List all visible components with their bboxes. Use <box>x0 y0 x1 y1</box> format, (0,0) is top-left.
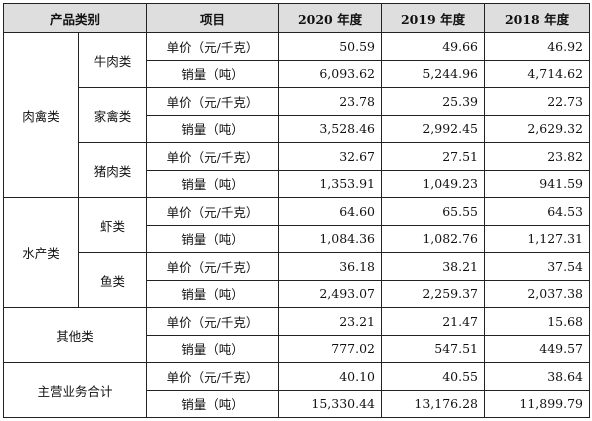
value-cell: 21.47 <box>381 307 486 336</box>
table-row: 销量（吨） 1,353.91 1,049.23 941.59 <box>4 169 591 198</box>
value-cell: 2,037.38 <box>484 279 591 308</box>
value-cell: 13,176.28 <box>381 389 486 418</box>
value-cell: 40.10 <box>278 362 383 391</box>
label-price: 单价（元/千克） <box>146 252 280 281</box>
table-row: 销量（吨） 1,084.36 1,082.76 1,127.31 <box>4 224 591 253</box>
value-cell: 1,082.76 <box>381 224 486 253</box>
label-volume: 销量（吨） <box>146 279 280 308</box>
value-cell: 37.54 <box>484 252 591 281</box>
label-volume: 销量（吨） <box>146 59 280 88</box>
row-shrimp: 虾类 <box>77 197 148 253</box>
table-row: 其他类 单价（元/千克） 23.21 21.47 15.68 <box>2 307 591 363</box>
value-cell: 65.55 <box>381 197 486 226</box>
label-volume: 销量（吨） <box>146 224 280 253</box>
value-cell: 5,244.96 <box>381 59 486 88</box>
table-row: 销量（吨） 2,493.07 2,259.37 2,037.38 <box>4 279 591 308</box>
label-volume: 销量（吨） <box>146 389 280 418</box>
row-total: 主营业务合计 <box>2 362 148 418</box>
value-cell: 32.67 <box>278 142 383 171</box>
group-aquatic: 水产类 <box>3 197 79 308</box>
value-cell: 4,714.62 <box>484 59 591 88</box>
value-cell: 23.82 <box>484 142 591 171</box>
value-cell: 36.18 <box>278 252 383 281</box>
label-volume: 销量（吨） <box>146 334 280 363</box>
label-volume: 销量（吨） <box>146 114 280 143</box>
value-cell: 64.53 <box>484 197 591 226</box>
value-cell: 11,899.79 <box>484 389 591 418</box>
table-row: 鱼类 单价（元/千克） 36.18 38.21 37.54 <box>4 252 591 308</box>
row-beef: 牛肉类 <box>77 32 148 88</box>
value-cell: 22.73 <box>484 87 591 116</box>
table-row: 肉禽类 牛肉类 单价（元/千克） 50.59 49.66 46.92 <box>3 32 591 198</box>
row-pork: 猪肉类 <box>77 142 148 198</box>
value-cell: 2,259.37 <box>381 279 486 308</box>
label-price: 单价（元/千克） <box>146 87 280 116</box>
value-cell: 50.59 <box>278 32 383 61</box>
table-row: 销量（吨） 777.02 547.51 449.57 <box>4 334 591 363</box>
value-cell: 49.66 <box>381 32 486 61</box>
value-cell: 46.92 <box>484 32 591 61</box>
value-cell: 38.21 <box>381 252 486 281</box>
header-category: 产品类别 <box>2 3 148 33</box>
group-meat: 肉禽类 <box>3 32 79 198</box>
table-row: 水产类 虾类 单价（元/千克） 64.60 65.55 64.53 <box>3 197 591 308</box>
value-cell: 2,493.07 <box>278 279 383 308</box>
value-cell: 38.64 <box>484 362 591 391</box>
value-cell: 3,528.46 <box>278 114 383 143</box>
value-cell: 1,127.31 <box>484 224 591 253</box>
value-cell: 27.51 <box>381 142 486 171</box>
value-cell: 15,330.44 <box>278 389 383 418</box>
label-price: 单价（元/千克） <box>146 32 280 61</box>
table-row: 销量（吨） 15,330.44 13,176.28 11,899.79 <box>4 389 591 418</box>
label-price: 单价（元/千克） <box>146 142 280 171</box>
label-price: 单价（元/千克） <box>146 197 280 226</box>
value-cell: 40.55 <box>381 362 486 391</box>
price-volume-table: 产品类别 项目 2020 年度 2019 年度 2018 年度 肉禽类 牛肉类 … <box>2 3 591 418</box>
table-row: 家禽类 单价（元/千克） 23.78 25.39 22.73 <box>4 87 591 143</box>
value-cell: 449.57 <box>484 334 591 363</box>
value-cell: 64.60 <box>278 197 383 226</box>
value-cell: 25.39 <box>381 87 486 116</box>
label-volume: 销量（吨） <box>146 169 280 198</box>
value-cell: 547.51 <box>381 334 486 363</box>
value-cell: 6,093.62 <box>278 59 383 88</box>
row-poultry: 家禽类 <box>77 87 148 143</box>
header-2019: 2019 年度 <box>381 3 486 33</box>
header-2020: 2020 年度 <box>278 3 383 33</box>
label-price: 单价（元/千克） <box>146 307 280 336</box>
value-cell: 23.21 <box>278 307 383 336</box>
value-cell: 2,992.45 <box>381 114 486 143</box>
row-other: 其他类 <box>2 307 148 363</box>
header-row: 产品类别 项目 2020 年度 2019 年度 2018 年度 <box>2 3 591 33</box>
value-cell: 2,629.32 <box>484 114 591 143</box>
value-cell: 1,049.23 <box>381 169 486 198</box>
header-2018: 2018 年度 <box>484 3 591 33</box>
value-cell: 1,084.36 <box>278 224 383 253</box>
value-cell: 23.78 <box>278 87 383 116</box>
table-row: 销量（吨） 3,528.46 2,992.45 2,629.32 <box>4 114 591 143</box>
value-cell: 941.59 <box>484 169 591 198</box>
value-cell: 15.68 <box>484 307 591 336</box>
header-item: 项目 <box>146 3 280 33</box>
value-cell: 1,353.91 <box>278 169 383 198</box>
label-price: 单价（元/千克） <box>146 362 280 391</box>
table-row: 主营业务合计 单价（元/千克） 40.10 40.55 38.64 <box>2 362 591 418</box>
table-row: 销量（吨） 6,093.62 5,244.96 4,714.62 <box>4 59 591 88</box>
value-cell: 777.02 <box>278 334 383 363</box>
row-fish: 鱼类 <box>77 252 148 308</box>
table-row: 猪肉类 单价（元/千克） 32.67 27.51 23.82 <box>4 142 591 198</box>
